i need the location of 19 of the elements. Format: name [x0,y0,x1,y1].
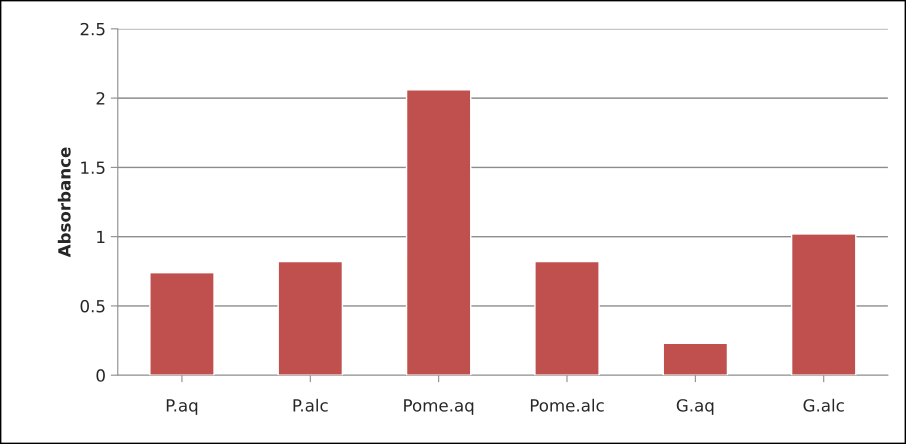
y-tick-label: 1 [97,230,104,243]
y-axis-title: Absorbance [58,148,71,258]
x-tick-label: G.aq [676,399,714,415]
y-tick-label: 2.5 [80,22,105,36]
bar [534,260,600,376]
y-tick-label: 0 [96,369,105,382]
bar [149,272,215,376]
bar [662,342,728,376]
x-tick-label: G.alc [804,398,844,412]
x-tick-label: P.aq [166,399,198,415]
x-tick-label: P.alc [294,398,328,412]
x-tick-label: Pome.alc [530,398,604,412]
y-tick-label: 2 [96,92,104,104]
x-tick-label: Pome.aq [404,399,474,415]
bar [790,233,856,376]
y-tick-label: 0.5 [80,300,105,312]
bar [406,89,472,376]
y-tick-label: 1.5 [81,162,105,174]
bar [278,260,344,376]
